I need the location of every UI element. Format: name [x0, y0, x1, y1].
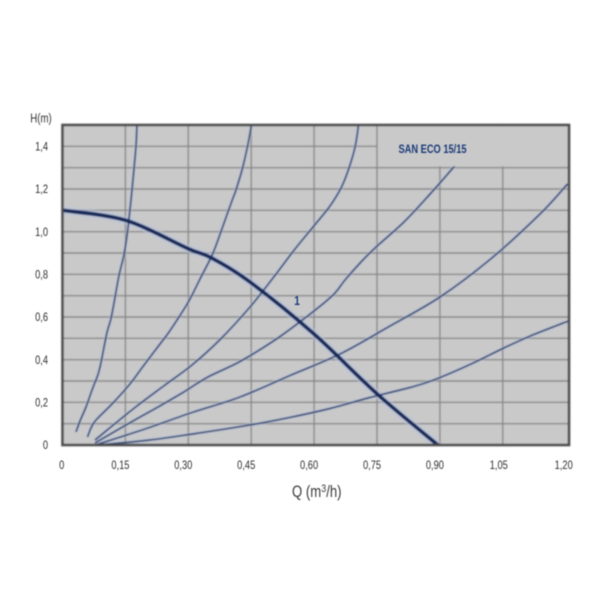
svg-text:1,4: 1,4 — [35, 140, 48, 153]
svg-text:0,15: 0,15 — [111, 459, 129, 472]
svg-text:H(m): H(m) — [30, 112, 52, 125]
svg-text:0: 0 — [43, 439, 48, 452]
svg-text:0,2: 0,2 — [35, 396, 48, 409]
svg-text:0,6: 0,6 — [35, 311, 48, 324]
svg-text:0: 0 — [59, 459, 64, 472]
svg-text:0,4: 0,4 — [35, 354, 48, 367]
svg-text:1,0: 1,0 — [35, 226, 48, 239]
svg-text:1: 1 — [294, 294, 300, 309]
svg-text:Q (m3/h): Q (m3/h) — [292, 482, 342, 501]
svg-text:1,2: 1,2 — [35, 183, 48, 196]
svg-text:SAN ECO 15/15: SAN ECO 15/15 — [398, 143, 466, 156]
svg-text:1,20: 1,20 — [555, 459, 573, 472]
svg-text:1,05: 1,05 — [490, 459, 508, 472]
svg-text:0,60: 0,60 — [300, 459, 318, 472]
svg-text:0,8: 0,8 — [35, 268, 48, 281]
svg-text:0,30: 0,30 — [174, 459, 192, 472]
svg-text:0,45: 0,45 — [237, 459, 255, 472]
svg-text:0,75: 0,75 — [363, 459, 381, 472]
svg-text:0,90: 0,90 — [426, 459, 444, 472]
